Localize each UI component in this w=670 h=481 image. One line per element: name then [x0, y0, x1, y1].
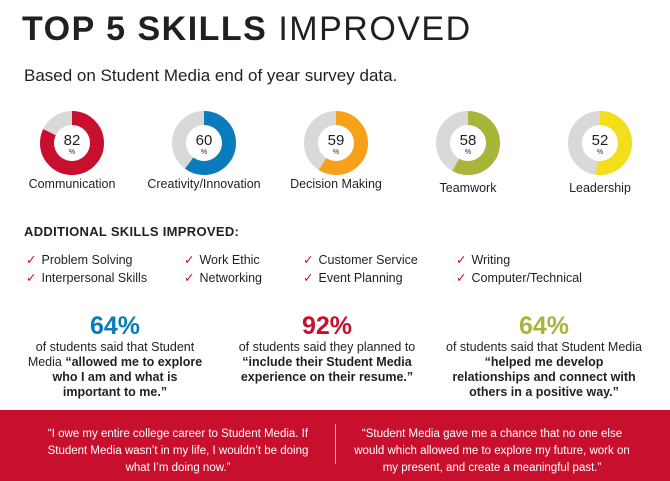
donut-svg: 52% — [568, 111, 632, 175]
skill-item: ✓ Problem Solving — [26, 252, 133, 267]
donut-category-label: Leadership — [569, 181, 631, 195]
donut-value-label: 58 — [460, 132, 477, 149]
donut-unit-label: % — [333, 149, 339, 156]
skill-label: Work Ethic — [199, 253, 260, 267]
check-icon: ✓ — [26, 271, 37, 285]
skill-label: Event Planning — [318, 271, 403, 285]
donut-value-arc — [304, 111, 368, 175]
stat-block: 64% of students said that Student Media “… — [22, 312, 208, 400]
skill-item: ✓ Customer Service — [303, 252, 418, 267]
quote-right: “Student Media gave me a chance that no … — [354, 428, 630, 474]
subtitle: Based on Student Media end of year surve… — [24, 66, 398, 85]
donut-decision-making: 59% Decision Making — [266, 110, 406, 191]
stat-percent: 64% — [518, 312, 570, 340]
donut-value-arc — [172, 111, 236, 175]
donut-unit-label: % — [201, 149, 207, 156]
stat-text: of students said that Student Media — [27, 340, 195, 369]
skill-label: Writing — [471, 253, 511, 267]
check-icon: ✓ — [184, 271, 195, 285]
skill-label: Interpersonal Skills — [41, 271, 148, 285]
check-icon: ✓ — [456, 253, 467, 267]
donut-value-label: 82 — [64, 132, 81, 149]
stat-percent: 92% — [301, 312, 353, 340]
donut-hole — [187, 126, 221, 160]
donut-hole — [55, 126, 89, 160]
check-icon: ✓ — [184, 253, 195, 267]
stat-quote-bold: “include their Student Media experience … — [240, 355, 414, 384]
skill-label: Customer Service — [318, 253, 418, 267]
donut-svg: 58% — [436, 111, 500, 175]
footer-divider — [335, 424, 336, 464]
skill-item: ✓ Computer/Technical — [456, 270, 582, 285]
stat-text: of students said they planned to — [238, 340, 416, 354]
stat-description: of students said that Student Media “all… — [22, 340, 208, 400]
donut-unit-label: % — [465, 149, 471, 156]
donut-hole — [319, 126, 353, 160]
stat-quote-bold: “helped me develop relationships and con… — [452, 355, 636, 399]
donut-svg: 60% — [172, 111, 236, 175]
donut-value-label: 60 — [196, 132, 213, 149]
donut-value-arc — [568, 111, 632, 175]
check-icon: ✓ — [303, 253, 314, 267]
donut-hole — [451, 126, 485, 160]
check-icon: ✓ — [456, 271, 467, 285]
skill-label: Computer/Technical — [471, 271, 582, 285]
stat-quote-bold: “allowed me to explore who I am and what… — [52, 355, 203, 399]
additional-skills-title: ADDITIONAL SKILLS IMPROVED: — [24, 224, 240, 239]
skill-item: ✓ Work Ethic — [184, 252, 260, 267]
donut-category-label: Creativity/Innovation — [147, 177, 261, 191]
donut-value-label: 59 — [328, 132, 345, 149]
skill-item: ✓ Networking — [184, 270, 262, 285]
check-icon: ✓ — [303, 271, 314, 285]
quote-left: “I owe my entire college career to Stude… — [47, 428, 309, 474]
quote-footer: “I owe my entire college career to Stude… — [0, 410, 670, 481]
page-title: TOP 5 SKILLS IMPROVED — [22, 10, 472, 49]
skill-item: ✓ Interpersonal Skills — [26, 270, 147, 285]
donut-unit-label: % — [69, 149, 75, 156]
donut-category-label: Teamwork — [439, 181, 497, 195]
stat-description: of students said that Student Media “hel… — [446, 340, 642, 400]
donut-svg: 59% — [304, 111, 368, 175]
skill-label: Networking — [199, 271, 263, 285]
donut-value-arc — [436, 111, 500, 175]
title-light: IMPROVED — [278, 10, 472, 48]
skill-label: Problem Solving — [41, 253, 133, 267]
skill-item: ✓ Event Planning — [303, 270, 403, 285]
stat-block: 92% of students said they planned to “inc… — [238, 312, 416, 385]
stat-text: of students said that Student Media — [446, 340, 642, 354]
title-bold: TOP 5 SKILLS — [22, 10, 268, 48]
skill-item: ✓ Writing — [456, 252, 510, 267]
donut-hole — [583, 126, 617, 160]
donut-value-label: 52 — [592, 132, 609, 149]
donut-leadership: 52% Leadership — [530, 110, 670, 195]
donut-unit-label: % — [597, 149, 603, 156]
donut-value-arc — [40, 111, 104, 175]
stat-percent: 64% — [89, 312, 141, 340]
stat-description: of students said they planned to “includ… — [238, 340, 416, 385]
donut-category-label: Communication — [28, 177, 116, 191]
donut-creativity-innovation: 60% Creativity/Innovation — [134, 110, 274, 191]
donut-teamwork: 58% Teamwork — [398, 110, 538, 195]
donut-svg: 82% — [40, 111, 104, 175]
donut-communication: 82% Communication — [2, 110, 142, 191]
stat-block: 64% of students said that Student Media “… — [446, 312, 642, 400]
donut-category-label: Decision Making — [290, 177, 382, 191]
check-icon: ✓ — [26, 253, 37, 267]
